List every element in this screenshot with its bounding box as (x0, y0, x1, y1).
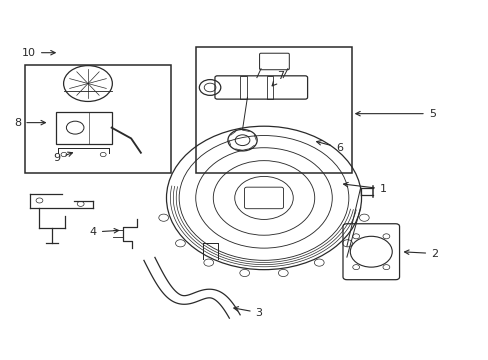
Bar (266, 76, 273, 99)
Bar (56, 112, 111, 144)
Text: 5: 5 (355, 109, 435, 119)
Text: 8: 8 (14, 118, 45, 128)
Bar (195, 47, 351, 173)
Bar (25, 65, 171, 173)
Text: 7: 7 (272, 71, 284, 86)
Text: 6: 6 (316, 141, 343, 153)
Text: 4: 4 (90, 227, 119, 237)
Text: 1: 1 (343, 183, 386, 194)
Text: 2: 2 (404, 248, 437, 258)
Text: 9: 9 (53, 152, 72, 163)
Bar (240, 76, 246, 99)
Text: 10: 10 (22, 48, 55, 58)
Text: 3: 3 (233, 307, 262, 318)
